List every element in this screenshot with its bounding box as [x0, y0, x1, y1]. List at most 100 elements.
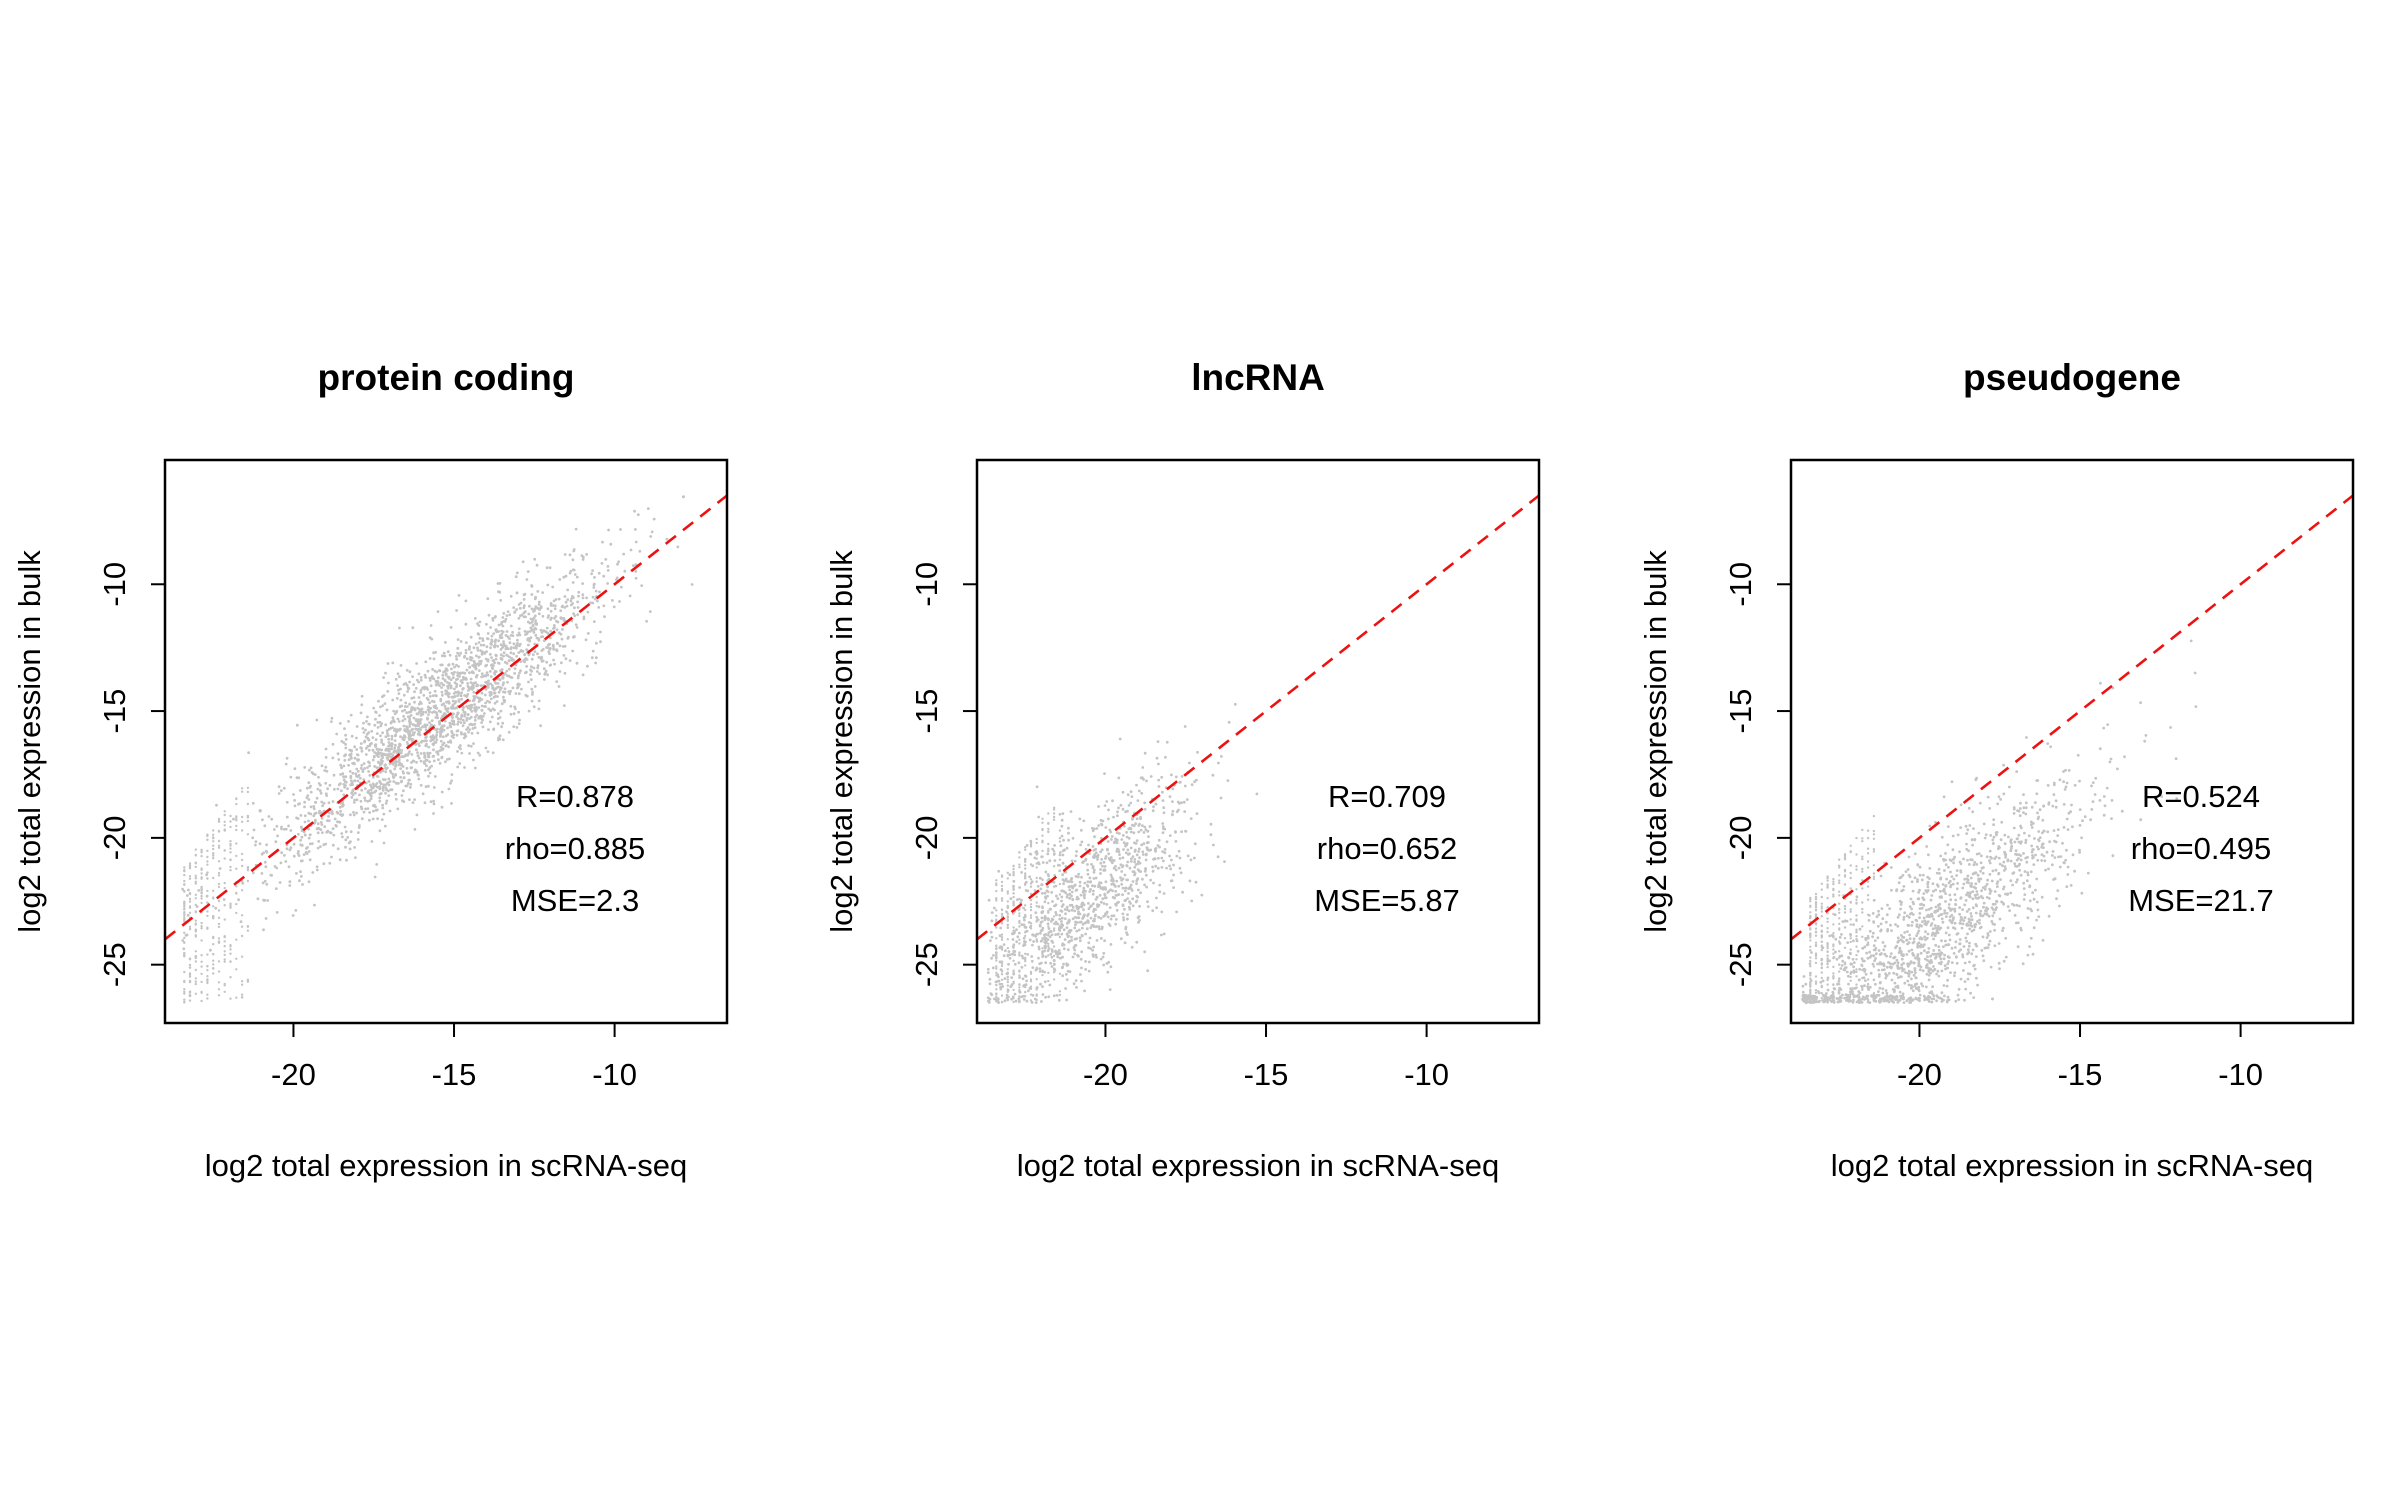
data-point — [1141, 853, 1145, 856]
data-point — [1990, 879, 1994, 883]
data-point — [1185, 798, 1189, 801]
data-point — [283, 854, 286, 857]
data-point — [389, 721, 393, 725]
data-point — [1161, 799, 1165, 802]
data-point — [383, 752, 386, 756]
data-point — [2081, 819, 2084, 823]
data-point — [289, 846, 293, 850]
data-point — [1058, 990, 1062, 993]
data-point — [1031, 943, 1034, 947]
data-point — [183, 992, 186, 995]
data-point — [526, 570, 530, 573]
data-point — [520, 613, 524, 617]
data-point — [1944, 915, 1948, 918]
data-point — [442, 724, 446, 728]
data-point — [563, 644, 567, 648]
data-point — [507, 690, 511, 693]
data-point — [465, 716, 469, 720]
data-point — [1062, 928, 1066, 932]
data-point — [631, 564, 635, 567]
data-point — [1078, 880, 1082, 884]
data-point — [363, 799, 367, 802]
data-point — [2058, 778, 2062, 782]
data-point — [1971, 906, 1975, 910]
data-point — [2022, 887, 2026, 890]
data-point — [1994, 831, 1998, 835]
data-point — [1942, 984, 1946, 987]
data-point — [473, 665, 476, 669]
data-point — [1898, 946, 1902, 950]
data-point — [505, 630, 509, 633]
chart-title: lncRNA — [1191, 357, 1325, 398]
data-point — [1139, 828, 1143, 832]
data-point — [525, 665, 528, 668]
data-point — [194, 903, 197, 907]
data-point — [328, 811, 331, 815]
data-point — [1123, 941, 1127, 945]
data-point — [1096, 858, 1099, 861]
data-point — [496, 644, 500, 648]
data-point — [346, 836, 350, 839]
data-point — [1898, 990, 1902, 994]
data-point — [1040, 916, 1044, 920]
data-point — [604, 558, 608, 561]
data-point — [1126, 793, 1130, 797]
data-point — [1018, 942, 1021, 945]
data-point — [1092, 856, 1096, 859]
data-point — [1149, 775, 1153, 778]
data-point — [223, 950, 226, 953]
data-point — [552, 599, 556, 603]
data-point — [386, 757, 390, 761]
data-point — [1105, 910, 1109, 914]
data-point — [591, 595, 595, 599]
data-point — [1958, 860, 1962, 864]
data-point — [1969, 912, 1973, 915]
data-point — [995, 998, 998, 1001]
data-point — [370, 729, 374, 733]
data-point — [413, 708, 417, 712]
data-point — [430, 719, 434, 722]
data-point — [1012, 946, 1015, 949]
data-point — [206, 997, 209, 1000]
data-point — [469, 635, 473, 639]
data-point — [1160, 866, 1164, 869]
data-point — [444, 707, 447, 711]
data-point — [530, 607, 534, 611]
data-point — [998, 960, 1002, 964]
data-point — [549, 636, 552, 640]
data-point — [580, 554, 584, 557]
data-point — [1038, 970, 1042, 973]
data-point — [384, 770, 388, 774]
data-point — [194, 910, 197, 913]
data-point — [342, 793, 346, 797]
data-point — [2174, 757, 2178, 761]
data-point — [229, 997, 232, 1000]
data-point — [263, 860, 267, 864]
data-point — [471, 727, 475, 730]
data-point — [1961, 886, 1965, 890]
data-point — [2011, 883, 2014, 887]
data-point — [1047, 931, 1051, 934]
data-point — [1092, 910, 1095, 913]
data-point — [577, 594, 580, 598]
data-point — [1043, 933, 1046, 937]
data-point — [402, 776, 406, 780]
data-point — [461, 724, 465, 728]
data-point — [1887, 972, 1891, 975]
data-point — [1094, 925, 1098, 929]
data-point — [1071, 897, 1075, 901]
data-point — [465, 728, 468, 731]
data-point — [1998, 894, 2002, 898]
data-point — [1889, 866, 1893, 869]
data-point — [1073, 859, 1077, 863]
data-point — [512, 646, 516, 650]
data-point — [1089, 888, 1092, 891]
data-point — [1035, 901, 1038, 904]
data-point — [361, 727, 365, 730]
data-point — [446, 710, 450, 714]
data-point — [491, 684, 494, 688]
data-point — [2055, 897, 2058, 901]
data-point — [1953, 909, 1957, 913]
data-point — [571, 558, 575, 562]
data-point — [1035, 866, 1038, 869]
